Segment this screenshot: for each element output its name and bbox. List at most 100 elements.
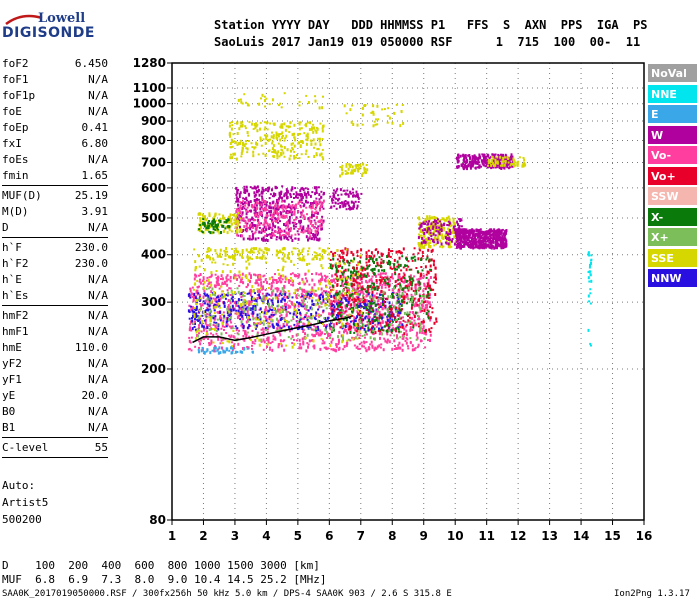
echo-point (265, 135, 267, 139)
echo-point (357, 300, 360, 303)
echo-point (305, 206, 308, 209)
echo-point (316, 233, 319, 236)
echo-point (332, 303, 335, 306)
echo-point (290, 188, 293, 192)
echo-point (307, 155, 310, 158)
echo-point (296, 297, 298, 300)
echo-point (337, 335, 339, 339)
echo-point (294, 187, 297, 190)
echo-point (306, 132, 309, 135)
echo-point (280, 294, 283, 297)
echo-point (227, 278, 230, 281)
echo-point (324, 328, 327, 332)
echo-point (230, 230, 233, 233)
echo-point (241, 323, 244, 326)
echo-point (231, 141, 234, 144)
param-name: yE (2, 389, 16, 402)
echo-point (362, 340, 365, 343)
echo-point (229, 270, 232, 274)
echo-point (389, 276, 392, 279)
echo-point (226, 289, 229, 292)
echo-point (199, 273, 202, 276)
echo-point (272, 206, 275, 210)
echo-point (377, 269, 380, 273)
echo-point (258, 279, 261, 281)
echo-point (388, 340, 391, 344)
echo-point (488, 241, 491, 244)
echo-point (221, 281, 224, 284)
echo-point (301, 229, 304, 232)
echo-point (401, 337, 404, 340)
echo-point (231, 296, 234, 299)
echo-point (320, 226, 323, 229)
echo-point (262, 338, 265, 342)
echo-point (282, 325, 285, 328)
echo-point (389, 316, 392, 320)
echo-point (459, 228, 462, 231)
echo-point (196, 315, 199, 318)
echo-point (334, 293, 337, 296)
param-name: M(D) (2, 205, 29, 218)
echo-point (430, 258, 433, 262)
echo-point (241, 307, 244, 310)
echo-point (398, 307, 401, 311)
echo-point (319, 224, 322, 228)
echo-point (406, 293, 408, 296)
echo-point (220, 231, 222, 234)
echo-point (400, 280, 403, 283)
echo-point (279, 311, 282, 314)
echo-point (416, 311, 419, 314)
echo-point (344, 277, 347, 281)
echo-point (254, 201, 257, 205)
echo-point (338, 302, 340, 304)
echo-point (206, 316, 209, 319)
echo-point (281, 305, 284, 308)
echo-point (428, 233, 431, 235)
echo-point (269, 346, 271, 349)
echo-point (412, 303, 415, 307)
echo-point (255, 186, 257, 190)
echo-point (469, 240, 472, 243)
echo-point (206, 303, 209, 306)
param-value: N/A (88, 309, 108, 322)
echo-point (248, 121, 251, 124)
echo-point (237, 290, 240, 294)
echo-point (257, 215, 260, 219)
echo-point (405, 337, 408, 340)
echo-point (244, 304, 247, 307)
echo-point (314, 142, 317, 146)
echo-point (239, 217, 242, 220)
echo-point (237, 234, 240, 237)
echo-point (284, 281, 287, 283)
echo-point (482, 240, 485, 243)
echo-point (242, 217, 245, 221)
echo-point (271, 214, 274, 217)
echo-point (291, 239, 294, 242)
param-row: foE N/A (2, 104, 108, 120)
echo-point (280, 299, 283, 303)
echo-point (362, 299, 365, 302)
echo-point (279, 333, 282, 337)
note-auto: Auto: (2, 479, 36, 492)
echo-point (257, 318, 260, 321)
echo-point (285, 214, 288, 218)
echo-point (320, 203, 323, 206)
echo-point (333, 325, 335, 328)
echo-point (262, 138, 265, 141)
echo-point (412, 253, 415, 256)
echo-point (346, 295, 349, 299)
echo-point (215, 296, 218, 299)
echo-point (192, 298, 195, 301)
echo-point (380, 265, 383, 268)
echo-point (279, 138, 282, 142)
echo-point (485, 234, 488, 237)
echo-point (404, 340, 407, 342)
echo-point (352, 297, 355, 300)
echo-point (400, 330, 402, 333)
echo-point (286, 196, 289, 199)
echo-point (391, 304, 394, 307)
echo-point (270, 284, 273, 288)
echo-point (247, 194, 250, 197)
echo-point (337, 321, 340, 324)
echo-point (490, 237, 492, 240)
